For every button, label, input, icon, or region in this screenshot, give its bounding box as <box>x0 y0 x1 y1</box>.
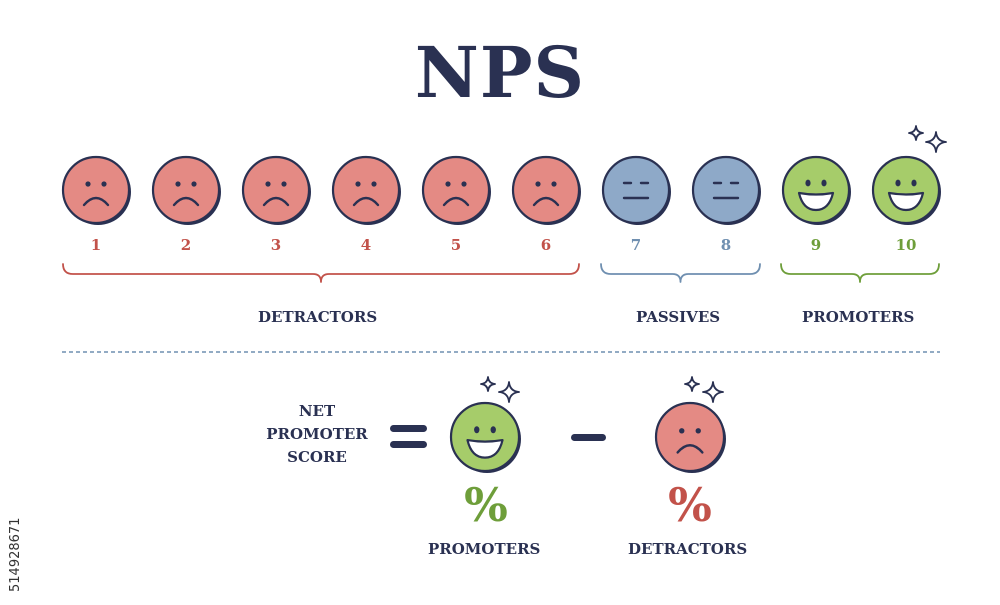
promoters-formula-face <box>449 401 521 473</box>
left-eye <box>85 181 91 187</box>
right-eye <box>101 181 107 187</box>
score-number-6: 6 <box>540 236 552 254</box>
smile-mouth <box>887 191 925 212</box>
face-score-5 <box>421 155 491 225</box>
right-eye <box>821 179 827 187</box>
promoters-formula-label: PROMOTERS <box>428 540 541 558</box>
face-circle <box>871 155 941 225</box>
left-eye <box>265 181 271 187</box>
detractors-category-label: DETRACTORS <box>258 308 378 326</box>
face-score-1 <box>61 155 131 225</box>
passives-brace <box>600 263 761 283</box>
face-circle <box>421 155 491 225</box>
face-circle <box>61 155 131 225</box>
face-circle <box>654 401 726 473</box>
left-eye <box>535 181 541 187</box>
score-number-1: 1 <box>90 236 102 254</box>
face-score-6 <box>511 155 581 225</box>
sparkle-icon <box>684 376 700 392</box>
left-eye <box>175 181 181 187</box>
score-number-8: 8 <box>720 236 732 254</box>
score-number-3: 3 <box>270 236 282 254</box>
face-circle <box>511 155 581 225</box>
score-number-10: 10 <box>895 236 917 254</box>
promoters-percent-sign: % <box>464 478 508 532</box>
left-eye <box>805 179 811 187</box>
right-eye <box>371 181 377 187</box>
frown <box>532 196 560 207</box>
right-eye <box>490 426 496 434</box>
right-eye <box>191 181 197 187</box>
page-title: NPS <box>414 31 586 114</box>
formula-name-line-1: NET <box>298 402 336 420</box>
face-score-3 <box>241 155 311 225</box>
frown <box>262 196 290 207</box>
left-eye <box>474 426 480 434</box>
right-eye <box>911 179 917 187</box>
left-eye <box>445 181 451 187</box>
stock-image-id: 514928671 <box>8 517 23 592</box>
left-eye <box>355 181 361 187</box>
formula-name-line-2: PROMOTER <box>266 425 368 443</box>
face-circle <box>601 155 671 225</box>
face-circle <box>331 155 401 225</box>
face-score-2 <box>151 155 221 225</box>
right-eye <box>461 181 467 187</box>
promoters-brace <box>780 263 940 283</box>
face-score-8 <box>691 155 761 225</box>
frown <box>676 444 704 454</box>
detractors-formula-face <box>654 401 726 473</box>
score-number-5: 5 <box>450 236 462 254</box>
right-eye <box>281 181 287 187</box>
right-eye <box>695 428 701 434</box>
face-circle <box>691 155 761 225</box>
face-circle <box>241 155 311 225</box>
frown <box>352 196 380 207</box>
passives-category-label: PASSIVES <box>636 308 721 326</box>
detractors-formula-label: DETRACTORS <box>628 540 748 558</box>
right-eye <box>551 181 557 187</box>
score-number-9: 9 <box>810 236 822 254</box>
face-score-9 <box>781 155 851 225</box>
sparkle-icon <box>498 381 520 403</box>
face-score-4 <box>331 155 401 225</box>
smile-mouth <box>797 191 835 212</box>
detractors-brace <box>62 263 580 283</box>
promoters-category-label: PROMOTERS <box>802 308 915 326</box>
frown <box>172 196 200 207</box>
sparkle-icon <box>925 131 947 153</box>
sparkle-icon <box>480 376 496 392</box>
net-promoter-score-label: NET PROMOTER SCORE <box>252 400 382 469</box>
face-score-7 <box>601 155 671 225</box>
left-eye <box>895 179 901 187</box>
frown <box>442 196 470 207</box>
face-circle <box>151 155 221 225</box>
face-score-10 <box>871 155 941 225</box>
sparkle-icon <box>908 125 924 141</box>
frown <box>82 196 110 207</box>
score-number-4: 4 <box>360 236 372 254</box>
score-number-2: 2 <box>180 236 192 254</box>
face-circle <box>449 401 521 473</box>
left-eye <box>679 428 685 434</box>
sparkle-icon <box>702 381 724 403</box>
equals-bottom-bar <box>390 441 427 448</box>
minus-sign <box>571 434 606 441</box>
formula-name-line-3: SCORE <box>287 448 347 466</box>
equals-top-bar <box>390 425 427 432</box>
face-circle <box>781 155 851 225</box>
detractors-percent-sign: % <box>668 478 712 532</box>
smile-mouth <box>466 438 504 459</box>
score-number-7: 7 <box>630 236 642 254</box>
